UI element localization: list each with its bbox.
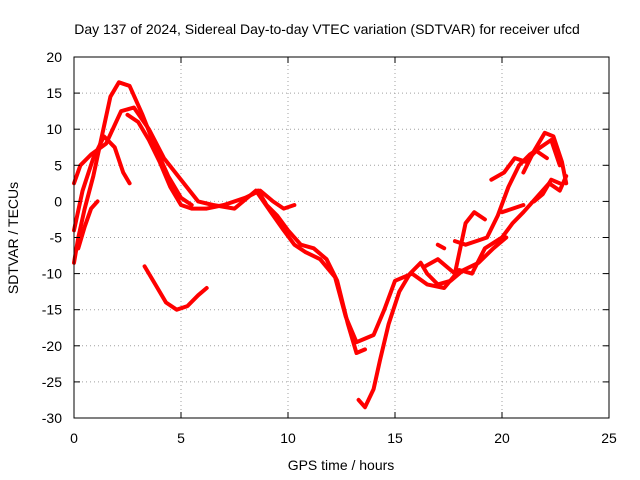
x-tick-label: 10 [280,430,296,446]
series-line-8 [356,235,509,410]
y-tick-label: -10 [42,266,62,282]
axis-ticks: 0 5 10 15 20 25 -30 -25 -20 -15 -10 -5 0 5 10 15 20 [42,49,617,446]
x-tick-label: 20 [494,430,510,446]
series-line-4 [76,199,100,251]
series-line-3 [72,134,132,233]
chart-title: Day 137 of 2024, Sidereal Day-to-day VTE… [74,21,580,37]
series-line-6 [125,112,297,211]
y-tick-label: 15 [46,85,62,101]
series-line-2 [72,80,194,265]
series-line-12 [489,148,549,182]
y-tick-label: -5 [50,230,63,246]
series-line-9 [423,210,487,276]
y-tick-label: -25 [42,374,62,390]
x-axis-label: GPS time / hours [288,457,395,473]
y-tick-label: -15 [42,302,62,318]
series-line-13 [521,130,569,186]
series-line-11 [452,138,562,247]
series-line-5 [142,264,209,312]
series-line-10 [435,242,447,251]
x-tick-label: 0 [70,430,78,446]
y-tick-label: -20 [42,338,62,354]
series-line-15 [500,203,526,215]
series-line-7 [256,188,367,355]
x-tick-label: 25 [601,430,617,446]
y-tick-label: 10 [46,121,62,137]
y-axis-label: SDTVAR / TECUs [5,182,21,294]
x-tick-label: 5 [177,430,185,446]
y-tick-label: -30 [42,410,62,426]
grid [74,57,609,418]
y-tick-label: 0 [54,193,62,209]
series-layer [72,80,569,410]
x-tick-label: 15 [387,430,403,446]
y-tick-label: 5 [54,157,62,173]
series-line-14 [532,177,562,204]
y-tick-label: 20 [46,49,62,65]
